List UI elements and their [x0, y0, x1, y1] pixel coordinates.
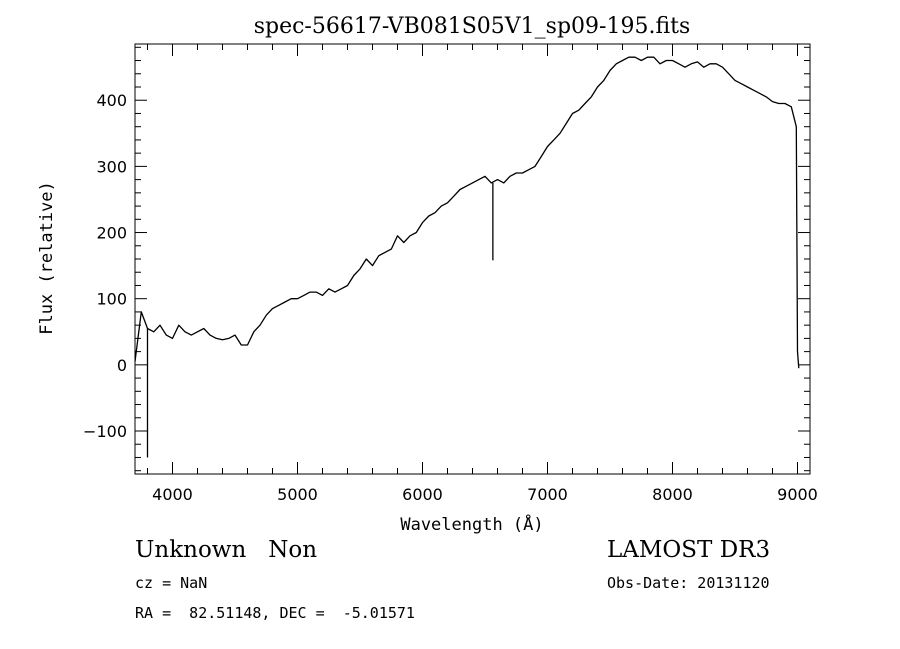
redshift-text: cz = NaN — [135, 574, 208, 592]
y-tick-label: 200 — [96, 224, 127, 243]
axis-ticks — [135, 44, 810, 474]
x-tick-label: 5000 — [277, 485, 318, 504]
y-axis-label: Flux (relative) — [37, 181, 57, 335]
y-tick-label: 300 — [96, 157, 127, 176]
y-tick-label: −100 — [83, 422, 127, 441]
spectrum-line — [134, 56, 800, 369]
y-tick-label: 400 — [96, 91, 127, 110]
x-tick-label: 7000 — [527, 485, 568, 504]
x-axis-label: Wavelength (Å) — [400, 513, 543, 535]
y-tick-label: 100 — [96, 290, 127, 309]
survey-name-text: LAMOST DR3 — [607, 537, 771, 563]
x-tick-label: 9000 — [777, 485, 818, 504]
axis-tick-labels: 4000 5000 6000 7000 8000 9000 −100 0 100 200 300 40… — [83, 91, 818, 504]
plot-frame — [134, 43, 811, 475]
coordinates-text: RA = 82.51148, DEC = -5.01571 — [135, 604, 415, 622]
x-tick-label: 4000 — [152, 485, 193, 504]
obs-date-text: Obs-Date: 20131120 — [607, 574, 770, 592]
spectrum-series — [134, 56, 800, 458]
x-tick-label: 8000 — [652, 485, 693, 504]
object-class-text: Unknown Non — [135, 537, 318, 563]
y-tick-label: 0 — [117, 356, 127, 375]
x-tick-label: 6000 — [402, 485, 443, 504]
chart-title: spec-56617-VB081S05V1_sp09-195.fits — [254, 14, 691, 39]
